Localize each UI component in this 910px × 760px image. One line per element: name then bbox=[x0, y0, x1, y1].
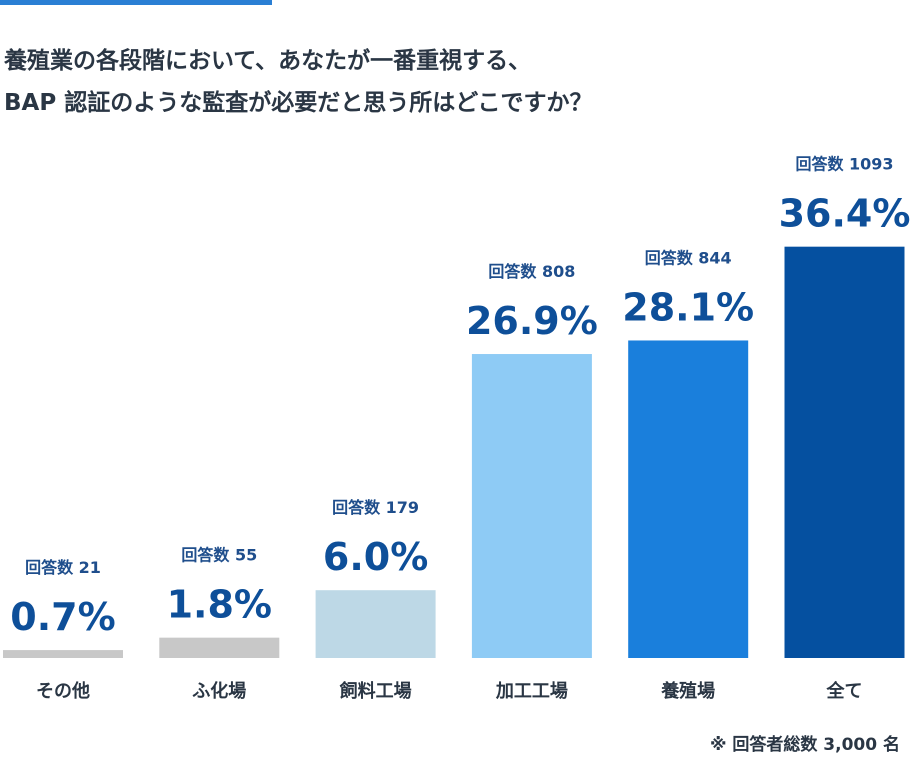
bar bbox=[315, 590, 436, 658]
bar-value-label: 1.8% bbox=[167, 583, 272, 627]
bar-count-label: 回答数 179 bbox=[332, 498, 419, 517]
category-label: 加工工場 bbox=[495, 681, 568, 702]
category-label: 全て bbox=[826, 680, 863, 702]
bar-value-label: 28.1% bbox=[622, 285, 754, 329]
respondents-footnote: ※ 回答者総数 3,000 名 bbox=[709, 735, 900, 755]
bar-count-label: 回答数 21 bbox=[25, 558, 101, 577]
header-accent-line bbox=[0, 0, 272, 5]
chart-title: 養殖業の各段階において、あなたが一番重視する、 BAP 認証のような監査が必要だ… bbox=[4, 48, 593, 116]
bar-count-label: 回答数 844 bbox=[645, 248, 732, 267]
bar bbox=[471, 354, 592, 658]
bar-count-label: 回答数 1093 bbox=[795, 155, 893, 174]
bar-count-label: 回答数 808 bbox=[488, 262, 575, 281]
bar-value-label: 0.7% bbox=[10, 595, 115, 639]
bar-chart: 0.7% 回答数 21 その他 1.8% 回答数 55 ふ化場 6.0% 回答数 179 飼料工… bbox=[3, 155, 910, 702]
bar-value-label: 36.4% bbox=[779, 192, 910, 236]
bar bbox=[3, 650, 123, 658]
bar-count-label: 回答数 55 bbox=[181, 546, 257, 565]
category-label: その他 bbox=[36, 680, 90, 702]
bar-value-label: 26.9% bbox=[466, 299, 598, 343]
bar bbox=[159, 637, 280, 658]
bar bbox=[784, 246, 905, 658]
bar-value-label: 6.0% bbox=[323, 535, 428, 579]
category-label: 養殖場 bbox=[660, 680, 715, 702]
category-label: ふ化場 bbox=[192, 680, 246, 702]
category-label: 飼料工場 bbox=[339, 680, 412, 702]
bar bbox=[628, 340, 749, 658]
